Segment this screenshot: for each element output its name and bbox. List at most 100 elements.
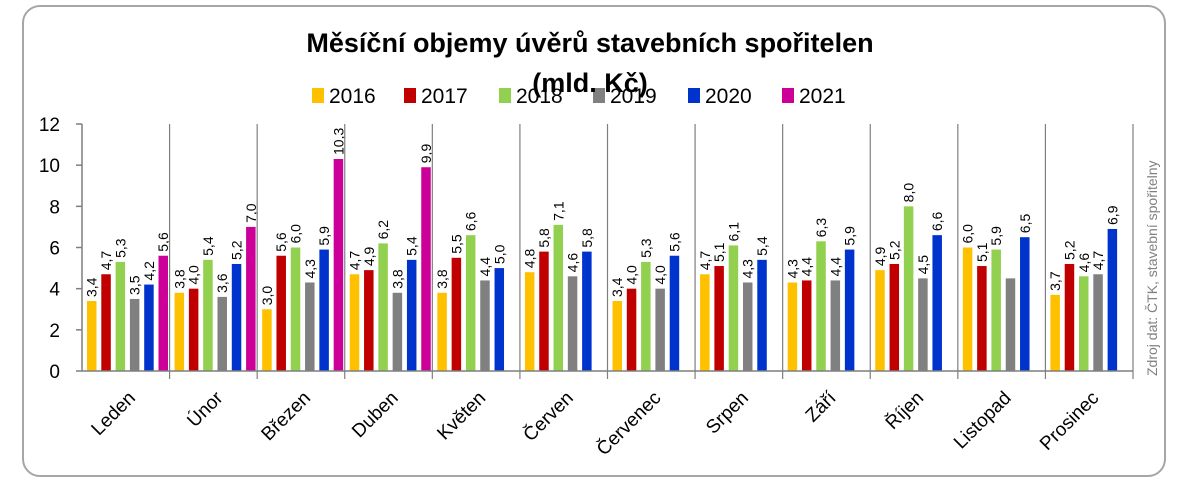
- bar-2017-Prosinec: [1064, 263, 1075, 371]
- bar-2020-Listopad: [1020, 237, 1030, 371]
- bar-2019-Únor: [217, 296, 227, 371]
- legend-swatch-2021: [782, 88, 794, 103]
- bar-2016-Červen: [524, 272, 535, 371]
- bar-2020-Červenec: [669, 255, 680, 371]
- bar-2019-Srpen: [742, 282, 753, 371]
- chart-title-line1: Měsíční objemy úvěrů stavebních spořitel…: [306, 28, 873, 58]
- bar-2018-Říjen: [903, 206, 914, 371]
- data-label: 5,8: [579, 228, 595, 248]
- legend-swatch-2017: [404, 88, 416, 103]
- data-label: 5,9: [316, 226, 332, 246]
- bar-2019-Listopad: [1005, 278, 1016, 371]
- x-category-label: Květen: [433, 388, 490, 445]
- data-label: 4,0: [652, 265, 668, 285]
- bar-2021-Březen: [333, 158, 344, 371]
- bar-2019-Březen: [305, 282, 315, 371]
- bar-2016-Listopad: [962, 247, 973, 371]
- x-category-label: Srpen: [702, 388, 753, 439]
- data-label: 10,3: [330, 128, 346, 155]
- data-label: 5,8: [536, 228, 552, 248]
- bar-2019-Květen: [480, 280, 490, 371]
- data-label: 6,0: [288, 224, 304, 244]
- bar-2020-Leden: [144, 284, 154, 371]
- data-label: 3,4: [609, 277, 625, 297]
- bar-2020-Říjen: [932, 235, 942, 371]
- y-tick-label: 10: [39, 156, 60, 177]
- bar-2017-Únor: [188, 288, 199, 371]
- data-label: 4,9: [872, 246, 888, 266]
- data-label: 3,8: [389, 269, 405, 289]
- data-label: 4,7: [697, 251, 713, 271]
- legend-swatch-2020: [688, 88, 700, 103]
- bar-2020-Únor: [231, 263, 242, 371]
- data-label: 5,1: [711, 242, 727, 262]
- bar-2018-Leden: [115, 261, 126, 371]
- bar-2016-Červenec: [612, 301, 622, 371]
- x-category-label: Listopad: [950, 388, 1016, 454]
- bar-2019-Leden: [129, 298, 140, 371]
- bar-2017-Červen: [539, 251, 549, 371]
- legend-swatch-2016: [312, 88, 324, 103]
- data-label: 4,6: [1076, 253, 1092, 273]
- bar-2016-Září: [787, 282, 798, 371]
- bar-2017-Březen: [276, 255, 286, 371]
- x-category-label: Červenec: [592, 387, 665, 460]
- data-label: 5,2: [886, 240, 902, 260]
- x-category-label: Červen: [519, 387, 578, 446]
- bar-2016-Únor: [174, 292, 185, 371]
- data-label: 4,6: [565, 253, 581, 273]
- data-label: 3,8: [434, 269, 450, 289]
- data-label: 3,4: [84, 277, 100, 297]
- x-category-label: Únor: [183, 387, 228, 432]
- source-note: Zdroj dat: ČTK, stavební spořitelny: [1144, 160, 1160, 376]
- bar-2018-Srpen: [728, 245, 739, 371]
- bar-2018-Prosinec: [1079, 276, 1089, 371]
- data-label: 6,6: [929, 211, 945, 231]
- bar-2016-Srpen: [700, 274, 710, 371]
- bar-2021-Duben: [421, 167, 431, 371]
- bar-2020-Květen: [494, 268, 505, 371]
- bar-2021-Únor: [246, 226, 256, 371]
- data-label: 6,0: [960, 224, 976, 244]
- bar-2020-Prosinec: [1107, 228, 1118, 371]
- data-label: 4,7: [1090, 251, 1106, 271]
- legend: 2016 2017 2018 2019 2020 2021: [312, 85, 846, 108]
- data-labels: 3,4 3,83,04,73,84,83,44,7 4,34,96,03,74,74…: [84, 128, 1121, 306]
- bar-2020-Duben: [406, 259, 417, 371]
- bar-2018-Červen: [553, 224, 564, 371]
- x-category-label: Duben: [348, 388, 402, 442]
- data-label: 8,0: [901, 183, 917, 203]
- data-label: 4,4: [827, 257, 843, 277]
- y-tick-label: 2: [49, 321, 60, 342]
- data-label: 7,0: [243, 203, 259, 223]
- data-label: 4,4: [477, 257, 493, 277]
- bar-2017-Červenec: [626, 288, 637, 371]
- data-label: 5,6: [273, 232, 289, 252]
- data-label: 6,6: [463, 211, 479, 231]
- data-label: 5,3: [112, 238, 128, 258]
- x-category-label: Prosinec: [1036, 388, 1103, 455]
- legend-swatch-2019: [593, 88, 605, 103]
- data-label: 5,9: [842, 226, 858, 246]
- bars: [87, 158, 1118, 371]
- data-label: 7,1: [550, 201, 566, 221]
- bar-2020-Srpen: [757, 259, 767, 371]
- legend-label-2021: 2021: [799, 85, 846, 108]
- legend-label-2018: 2018: [516, 85, 563, 108]
- data-label: 5,0: [491, 244, 507, 264]
- bar-2019-Červenec: [655, 288, 665, 371]
- y-tick-label: 0: [49, 362, 60, 383]
- data-label: 6,2: [375, 220, 391, 240]
- legend-label-2019: 2019: [610, 85, 657, 108]
- bar-2020-Březen: [319, 249, 329, 371]
- data-label: 5,5: [448, 234, 464, 254]
- bar-2016-Říjen: [875, 270, 885, 371]
- data-label: 5,4: [754, 236, 770, 256]
- bar-2017-Říjen: [889, 263, 900, 371]
- data-label: 4,5: [915, 255, 931, 275]
- data-label: 9,9: [418, 144, 434, 164]
- data-label: 4,7: [347, 251, 363, 271]
- bar-2019-Září: [830, 280, 841, 371]
- x-category-label: Září: [802, 387, 841, 426]
- x-category-label: Březen: [258, 388, 315, 445]
